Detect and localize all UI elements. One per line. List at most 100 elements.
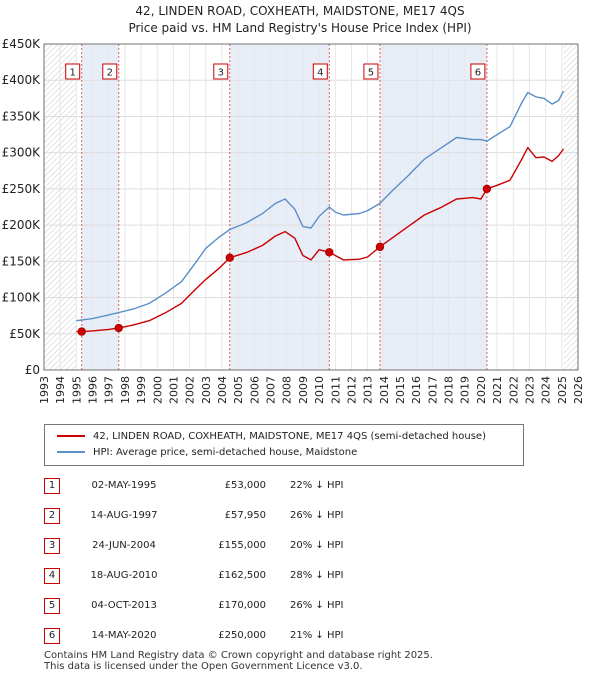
- sale-date: 02-MAY-1995: [91, 480, 157, 491]
- table-row: 5 04-OCT-2013 £170,000 26% ↓ HPI: [44, 596, 384, 616]
- sale-hpi-diff: 20% ↓ HPI: [290, 540, 344, 551]
- x-tick-label: 1993: [38, 376, 51, 404]
- footer-copyright: Contains HM Land Registry data © Crown c…: [44, 650, 433, 661]
- table-row: 3 24-JUN-2004 £155,000 20% ↓ HPI: [44, 536, 384, 556]
- ownership-band: [379, 44, 487, 370]
- x-tick-label: 2004: [216, 376, 229, 404]
- sale-label-box: [312, 63, 328, 80]
- sale-point: [482, 184, 492, 194]
- y-tick-label: £150K: [2, 254, 42, 268]
- ownership-band: [81, 44, 119, 370]
- table-row: 6 14-MAY-2020 £250,000 21% ↓ HPI: [44, 626, 384, 646]
- y-tick-label: £200K: [2, 218, 42, 232]
- sale-number-badge: 6: [44, 628, 60, 644]
- sale-label: 6: [475, 68, 481, 79]
- x-tick-label: 1996: [87, 376, 100, 404]
- x-tick-label: 1999: [135, 376, 148, 404]
- sale-price: £53,000: [224, 480, 266, 491]
- sale-number-badge: 2: [44, 508, 60, 524]
- legend-label-property: 42, LINDEN ROAD, COXHEATH, MAIDSTONE, ME…: [93, 431, 486, 442]
- x-tick-label: 2006: [248, 376, 261, 404]
- sale-price: £57,950: [224, 510, 266, 521]
- sale-date: 14-MAY-2020: [91, 630, 157, 641]
- x-tick-label: 2005: [232, 376, 245, 404]
- x-tick-label: 2010: [313, 376, 326, 404]
- x-tick-label: 1997: [103, 376, 116, 404]
- sale-date: 14-AUG-1997: [90, 510, 158, 521]
- x-tick-label: 2009: [297, 376, 310, 404]
- x-tick-label: 2013: [362, 376, 375, 404]
- sale-price: £250,000: [218, 630, 266, 641]
- sale-number-badge: 3: [44, 538, 60, 554]
- sale-price: £162,500: [218, 570, 266, 581]
- y-tick-label: £300K: [2, 146, 42, 160]
- x-tick-label: 2007: [265, 376, 278, 404]
- y-tick-label: £50K: [9, 327, 41, 341]
- hpi-line: [76, 90, 565, 322]
- y-tick-label: £450K: [2, 37, 42, 51]
- sale-hpi-diff: 22% ↓ HPI: [290, 480, 344, 491]
- sale-point: [114, 323, 123, 333]
- title-line-1: 42, LINDEN ROAD, COXHEATH, MAIDSTONE, ME…: [135, 4, 465, 18]
- sale-label: 2: [107, 68, 113, 79]
- x-tick-label: 2024: [540, 376, 553, 404]
- x-tick-label: 2023: [523, 376, 536, 404]
- sale-number-badge: 1: [44, 478, 60, 494]
- hatched-region-right: [563, 44, 578, 370]
- sale-date: 04-OCT-2013: [91, 600, 157, 611]
- x-tick-label: 2017: [426, 376, 439, 404]
- x-tick-label: 2025: [556, 376, 569, 404]
- x-tick-label: 2008: [281, 376, 294, 404]
- x-tick-label: 2003: [200, 376, 213, 404]
- sale-label: 3: [218, 68, 224, 79]
- sale-number-badge: 4: [44, 568, 60, 584]
- y-tick-label: £400K: [2, 73, 42, 87]
- x-tick-label: 2000: [151, 376, 164, 404]
- x-tick-label: 2011: [329, 376, 342, 404]
- sale-price: £155,000: [218, 540, 266, 551]
- sale-point: [325, 248, 334, 257]
- x-tick-label: 1994: [54, 376, 67, 404]
- x-tick-label: 1995: [70, 376, 83, 404]
- sale-label-box: [65, 63, 81, 80]
- x-tick-label: 2021: [491, 376, 504, 404]
- sale-point: [77, 327, 86, 336]
- legend-entry-property: 42, LINDEN ROAD, COXHEATH, MAIDSTONE, ME…: [57, 429, 486, 445]
- legend-swatch-hpi: [57, 451, 85, 453]
- y-tick-label: £250K: [2, 182, 42, 196]
- sale-point: [375, 242, 385, 252]
- chart-title: 42, LINDEN ROAD, COXHEATH, MAIDSTONE, ME…: [0, 3, 600, 37]
- legend-entry-hpi: HPI: Average price, semi-detached house,…: [57, 445, 357, 461]
- x-tick-label: 2002: [184, 376, 197, 404]
- x-tick-label: 2026: [572, 376, 585, 404]
- sale-price: £170,000: [218, 600, 266, 611]
- x-tick-label: 2020: [475, 376, 488, 404]
- price-chart: 1 2 3 4 5 6 £0 £50K £100K £150K £200K £250K £300K £35…: [2, 37, 585, 404]
- title-line-2: Price paid vs. HM Land Registry's House …: [128, 21, 472, 35]
- sale-label-box: [213, 63, 229, 80]
- ownership-band: [229, 44, 330, 370]
- x-tick-label: 1998: [119, 376, 132, 404]
- table-row: 4 18-AUG-2010 £162,500 28% ↓ HPI: [44, 566, 384, 586]
- x-tick-label: 2018: [443, 376, 456, 404]
- sale-label-box: [102, 63, 118, 80]
- x-tick-label: 2014: [378, 376, 391, 404]
- y-tick-label: £350K: [2, 109, 42, 123]
- sale-number-badge: 5: [44, 598, 60, 614]
- x-tick-label: 2001: [167, 376, 180, 404]
- x-tick-label: 2012: [345, 376, 358, 404]
- sale-date: 24-JUN-2004: [92, 540, 156, 551]
- legend-label-hpi: HPI: Average price, semi-detached house,…: [93, 447, 358, 458]
- sale-hpi-diff: 28% ↓ HPI: [290, 570, 344, 581]
- sale-label: 1: [70, 68, 76, 79]
- y-tick-label: £0: [25, 363, 40, 377]
- sale-hpi-diff: 26% ↓ HPI: [290, 600, 344, 611]
- sale-hpi-diff: 21% ↓ HPI: [290, 630, 344, 641]
- sale-hpi-diff: 26% ↓ HPI: [290, 510, 344, 521]
- x-tick-label: 2019: [459, 376, 472, 404]
- table-row: 1 02-MAY-1995 £53,000 22% ↓ HPI: [44, 476, 384, 496]
- sale-label-box: [470, 63, 486, 80]
- x-tick-label: 2022: [507, 376, 520, 404]
- table-row: 2 14-AUG-1997 £57,950 26% ↓ HPI: [44, 506, 384, 526]
- sale-label: 4: [317, 68, 323, 79]
